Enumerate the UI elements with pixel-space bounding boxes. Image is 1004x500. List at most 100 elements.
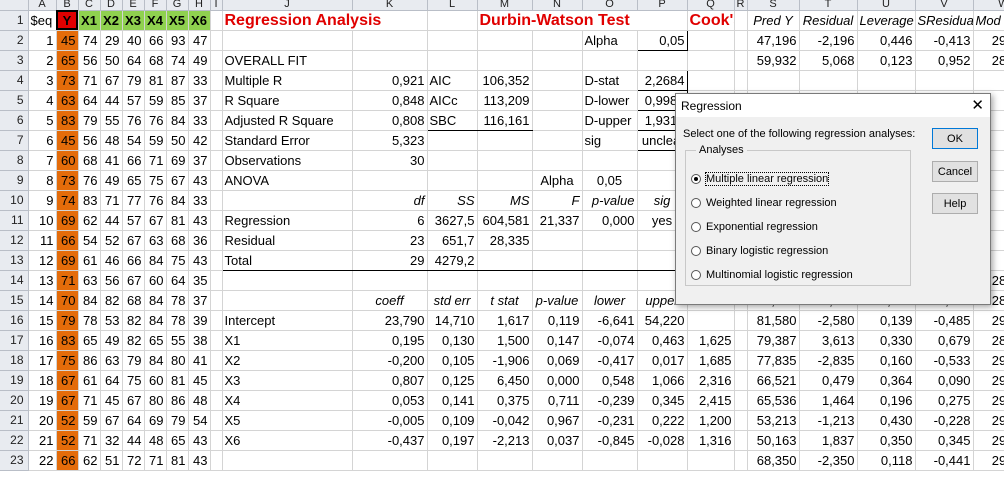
cell[interactable]: 45 — [188, 370, 211, 391]
cell[interactable]: 84 — [166, 110, 189, 131]
cell[interactable]: Alpha — [582, 30, 638, 51]
cell[interactable]: 45 — [56, 30, 79, 51]
cell[interactable] — [210, 210, 223, 231]
cell[interactable] — [210, 330, 223, 351]
cell[interactable] — [734, 390, 748, 411]
analysis-option[interactable]: Binary logistic regression — [691, 243, 828, 259]
cell[interactable]: 53,213 — [747, 410, 800, 431]
cell[interactable]: upper — [637, 289, 688, 311]
cell[interactable]: 29,506 — [973, 410, 1004, 431]
cell[interactable] — [734, 410, 748, 431]
cell[interactable]: 14 — [28, 290, 57, 311]
cell[interactable]: 1,837 — [799, 430, 858, 451]
cell[interactable]: 3,613 — [799, 330, 858, 351]
cell[interactable]: 84 — [144, 250, 167, 271]
cell[interactable] — [734, 70, 748, 91]
cell[interactable]: 70 — [56, 290, 79, 311]
cell[interactable]: 86 — [78, 350, 101, 371]
cell[interactable]: 13 — [28, 270, 57, 291]
column-header[interactable]: F — [144, 0, 167, 11]
cell[interactable]: 8 — [28, 170, 57, 191]
cell[interactable]: 82 — [100, 290, 123, 311]
cell[interactable]: 55 — [100, 110, 123, 131]
analysis-option[interactable]: Weighted linear regression — [691, 195, 837, 211]
cell[interactable]: 4279,2 — [427, 250, 478, 271]
cell[interactable]: coeff — [352, 289, 428, 311]
cell[interactable]: t stat — [477, 289, 533, 311]
cell[interactable]: -0,485 — [915, 310, 974, 331]
cell[interactable]: 0,118 — [857, 450, 916, 471]
cell[interactable]: 0,345 — [637, 390, 688, 411]
cell[interactable]: 71 — [144, 150, 167, 171]
cell[interactable]: 43 — [188, 430, 211, 451]
cell[interactable]: 67 — [122, 390, 145, 411]
radio-button-icon[interactable] — [691, 246, 701, 256]
cell[interactable]: 69 — [56, 210, 79, 231]
cancel-button[interactable]: Cancel — [932, 161, 978, 182]
cell[interactable]: 50,163 — [747, 430, 800, 451]
cell[interactable]: 82 — [122, 310, 145, 331]
cell[interactable]: 35 — [188, 270, 211, 291]
cell[interactable] — [582, 50, 638, 71]
help-button[interactable]: Help — [932, 193, 978, 214]
cell[interactable]: 23 — [352, 230, 428, 251]
cell[interactable] — [687, 450, 735, 471]
cell[interactable] — [210, 90, 223, 111]
cell[interactable]: 0,848 — [352, 90, 428, 111]
cell[interactable]: 79 — [166, 410, 189, 431]
cell[interactable]: 78 — [166, 290, 189, 311]
column-header[interactable]: M — [477, 0, 533, 11]
cell[interactable]: 72 — [122, 450, 145, 471]
cell[interactable]: X2 — [222, 350, 353, 371]
cell[interactable]: 64 — [166, 270, 189, 291]
cell[interactable] — [532, 450, 583, 471]
cell[interactable]: 46 — [100, 250, 123, 271]
cell[interactable]: 0,807 — [352, 370, 428, 391]
cell[interactable]: 83 — [56, 110, 79, 131]
cell[interactable]: X5 — [222, 410, 353, 431]
cell[interactable]: 0,037 — [532, 430, 583, 451]
cell[interactable] — [210, 30, 223, 51]
cell[interactable]: 5,068 — [799, 50, 858, 71]
cell[interactable]: 65 — [56, 50, 79, 71]
cell[interactable] — [532, 130, 583, 151]
cell[interactable]: 0,967 — [532, 410, 583, 431]
cell[interactable]: sig — [637, 189, 688, 211]
cell[interactable]: 1,316 — [687, 430, 735, 451]
cell[interactable]: 0,430 — [857, 410, 916, 431]
cell[interactable] — [210, 150, 223, 171]
cell[interactable]: 67 — [144, 210, 167, 231]
cell[interactable]: Standard Error — [222, 130, 353, 151]
row-header[interactable]: 23 — [0, 450, 29, 471]
row-header[interactable]: 13 — [0, 250, 29, 271]
cell[interactable]: 43 — [188, 210, 211, 231]
cell[interactable] — [687, 310, 735, 331]
cell[interactable] — [582, 270, 638, 291]
cell[interactable]: 30 — [352, 150, 428, 171]
cell[interactable]: 64 — [122, 50, 145, 71]
cell[interactable]: 7 — [28, 150, 57, 171]
cell[interactable] — [582, 450, 638, 471]
cell[interactable]: 68 — [144, 50, 167, 71]
cell[interactable]: 56 — [78, 130, 101, 151]
column-header[interactable]: B — [56, 0, 79, 11]
cell[interactable]: F — [532, 189, 583, 211]
column-header[interactable]: T — [799, 0, 858, 11]
cell[interactable]: 68,350 — [747, 450, 800, 471]
cell[interactable]: -2,350 — [799, 450, 858, 471]
cell[interactable] — [477, 50, 533, 71]
row-header[interactable]: 20 — [0, 390, 29, 411]
cell[interactable]: 66 — [56, 450, 79, 471]
cell[interactable]: 3 — [28, 70, 57, 91]
cell[interactable]: 74 — [56, 190, 79, 211]
cell[interactable]: std err — [427, 289, 478, 311]
cell[interactable]: 0,463 — [637, 330, 688, 351]
cell[interactable] — [734, 10, 748, 31]
cell[interactable]: 1,685 — [687, 350, 735, 371]
radio-button-icon[interactable] — [691, 198, 701, 208]
cell[interactable]: 67 — [100, 70, 123, 91]
cell[interactable]: Residual — [222, 230, 353, 251]
column-header[interactable]: L — [427, 0, 478, 11]
cell[interactable]: 82 — [122, 330, 145, 351]
cell[interactable]: 60 — [144, 370, 167, 391]
